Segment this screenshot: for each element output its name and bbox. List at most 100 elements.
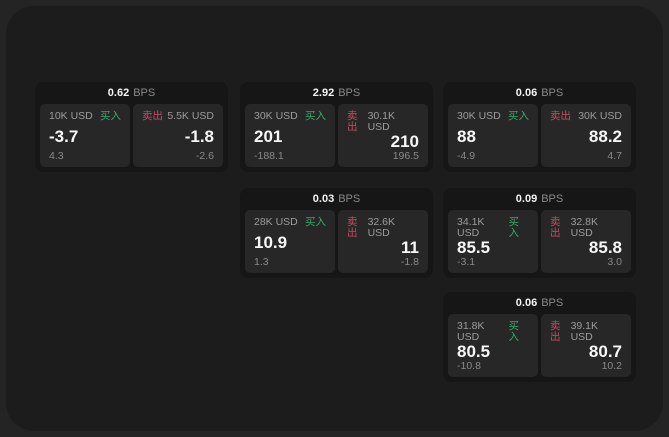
quote-body: 31.8K USD 买入 80.5 -10.8 卖出 39.1K USD 80.… [443,314,636,382]
buy-delta: -4.9 [457,149,476,162]
buy-label: 买入 [305,110,326,122]
quote-card: 0.06 BPS 30K USD 买入 88 -4.9 卖出 30K USD 8… [443,82,636,172]
spread-header: 0.62 BPS [35,82,228,104]
sell-delta: -2.6 [195,149,214,162]
sell-label: 卖出 [142,110,163,122]
spread-header: 0.06 BPS [443,292,636,314]
sell-amount: 30K USD [578,110,622,122]
buy-price: 10.9 [254,232,288,252]
spread-value: 0.62 [107,87,130,99]
sell-delta: 196.5 [392,149,419,162]
buy-panel-top: 34.1K USD 买入 [457,217,529,238]
buy-label: 买入 [508,110,529,122]
spread-unit: BPS [541,87,564,99]
buy-panel[interactable]: 10K USD 买入 -3.7 4.3 [40,104,130,167]
sell-label: 卖出 [550,110,571,122]
sell-price: 80.7 [588,341,622,361]
sell-panel-top: 卖出 39.1K USD [550,321,622,342]
buy-price: 85.5 [457,237,491,257]
buy-label: 买入 [305,216,326,228]
sell-delta: 3.0 [607,255,622,268]
buy-panel[interactable]: 28K USD 买入 10.9 1.3 [245,210,335,273]
quote-card: 0.62 BPS 10K USD 买入 -3.7 4.3 卖出 5.5K USD… [35,82,228,172]
sell-label: 卖出 [347,216,358,239]
buy-panel[interactable]: 30K USD 买入 88 -4.9 [448,104,538,167]
spread-header: 0.09 BPS [443,188,636,210]
quote-body: 10K USD 买入 -3.7 4.3 卖出 5.5K USD -1.8 -2.… [35,104,228,172]
buy-panel[interactable]: 31.8K USD 买入 80.5 -10.8 [448,314,538,377]
spread-header: 0.06 BPS [443,82,636,104]
quote-card: 0.09 BPS 34.1K USD 买入 85.5 -3.1 卖出 32.8K… [443,188,636,278]
sell-panel-top: 卖出 30K USD [550,111,622,122]
quote-body: 30K USD 买入 201 -188.1 卖出 30.1K USD 210 1… [240,104,433,172]
sell-panel[interactable]: 卖出 5.5K USD -1.8 -2.6 [133,104,223,167]
buy-panel-top: 30K USD 买入 [457,111,529,122]
sell-panel[interactable]: 卖出 39.1K USD 80.7 10.2 [541,314,631,377]
sell-delta: -1.8 [400,255,419,268]
quote-body: 28K USD 买入 10.9 1.3 卖出 32.6K USD 11 -1.8 [240,210,433,278]
spread-unit: BPS [338,87,361,99]
quote-card: 0.03 BPS 28K USD 买入 10.9 1.3 卖出 32.6K US… [240,188,433,278]
quote-card: 0.06 BPS 31.8K USD 买入 80.5 -10.8 卖出 39.1… [443,292,636,382]
buy-amount: 10K USD [49,110,93,122]
spread-header: 2.92 BPS [240,82,433,104]
buy-amount: 30K USD [457,110,501,122]
sell-amount: 32.6K USD [367,216,396,239]
buy-price: 201 [254,126,283,146]
buy-amount: 28K USD [254,216,298,228]
sell-panel-top: 卖出 32.8K USD [550,217,622,238]
buy-label: 买入 [508,216,519,239]
sell-panel[interactable]: 卖出 30K USD 88.2 4.7 [541,104,631,167]
sell-panel-top: 卖出 5.5K USD [142,111,214,122]
spread-unit: BPS [338,193,361,205]
sell-label: 卖出 [347,110,358,133]
spread-unit: BPS [133,87,156,99]
spread-value: 2.92 [312,87,335,99]
buy-panel[interactable]: 34.1K USD 买入 85.5 -3.1 [448,210,538,273]
sell-price: 88.2 [588,126,622,146]
sell-price: 11 [401,237,419,257]
buy-panel-top: 31.8K USD 买入 [457,321,529,342]
buy-price: 80.5 [457,341,491,361]
buy-amount: 34.1K USD [457,216,485,239]
buy-panel[interactable]: 30K USD 买入 201 -188.1 [245,104,335,167]
sell-delta: 4.7 [607,149,622,162]
buy-delta: 4.3 [49,149,64,162]
sell-label: 卖出 [550,320,561,343]
sell-price: 85.8 [588,237,622,257]
quote-body: 34.1K USD 买入 85.5 -3.1 卖出 32.8K USD 85.8… [443,210,636,278]
sell-amount: 5.5K USD [167,110,214,122]
buy-amount: 31.8K USD [457,320,485,343]
buy-label: 买入 [508,320,519,343]
sell-price: 210 [390,131,419,151]
sell-amount: 30.1K USD [367,110,396,133]
sell-label: 卖出 [550,216,561,239]
spread-value: 0.06 [515,87,538,99]
sell-panel-top: 卖出 30.1K USD [347,111,419,132]
buy-delta: -3.1 [457,255,476,268]
quote-body: 30K USD 买入 88 -4.9 卖出 30K USD 88.2 4.7 [443,104,636,172]
spread-header: 0.03 BPS [240,188,433,210]
buy-panel-top: 10K USD 买入 [49,111,121,122]
sell-delta: 10.2 [601,359,622,372]
spread-value: 0.06 [515,297,538,309]
buy-delta: -188.1 [254,149,284,162]
spread-value: 0.09 [515,193,538,205]
buy-panel-top: 30K USD 买入 [254,111,326,122]
sell-panel[interactable]: 卖出 32.6K USD 11 -1.8 [338,210,428,273]
sell-amount: 32.8K USD [570,216,599,239]
buy-price: 88 [457,126,476,146]
buy-label: 买入 [100,110,121,122]
sell-price: -1.8 [184,126,214,146]
buy-price: -3.7 [49,126,79,146]
sell-panel[interactable]: 卖出 30.1K USD 210 196.5 [338,104,428,167]
buy-amount: 30K USD [254,110,298,122]
buy-delta: -10.8 [457,359,481,372]
spread-unit: BPS [541,297,564,309]
sell-panel-top: 卖出 32.6K USD [347,217,419,238]
sell-panel[interactable]: 卖出 32.8K USD 85.8 3.0 [541,210,631,273]
buy-panel-top: 28K USD 买入 [254,217,326,228]
spread-value: 0.03 [312,193,335,205]
buy-delta: 1.3 [254,255,269,268]
